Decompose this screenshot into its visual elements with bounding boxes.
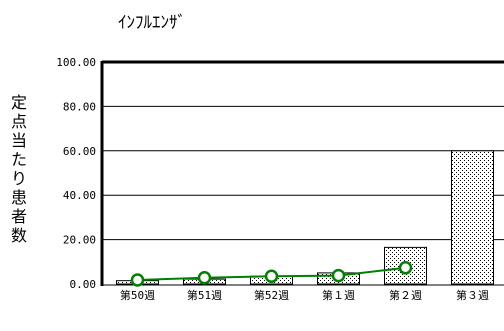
line-point — [130, 273, 145, 287]
y-tick-label: 40.00 — [63, 189, 96, 202]
y-axis-label-char: 患 — [11, 188, 27, 207]
chart-title: ｲﾝﾌﾙｴﾝｻﾞ — [118, 13, 186, 33]
x-tick-label: 第３週 — [456, 288, 489, 302]
y-axis-label-char: 点 — [11, 112, 27, 131]
y-axis-label-char: 定 — [11, 93, 27, 112]
y-axis-label-char: り — [11, 169, 27, 188]
y-axis-label-char: 数 — [11, 226, 27, 245]
grid-lines — [102, 105, 504, 286]
y-axis-label-char: た — [11, 150, 27, 169]
line-point — [197, 271, 212, 285]
y-tick-labels: 100.00 80.00 60.00 40.00 20.00 0.00 — [56, 56, 96, 291]
y-tick-label: 80.00 — [63, 100, 96, 113]
line-point — [264, 269, 279, 283]
x-tick-label: 第２週 — [389, 288, 422, 302]
bar — [451, 150, 494, 285]
y-tick-label: 0.00 — [70, 278, 97, 291]
bars — [116, 150, 494, 285]
x-tick-label: 第51週 — [187, 288, 222, 302]
y-tick-label: 20.00 — [63, 234, 96, 247]
y-tick-label: 100.00 — [56, 56, 96, 69]
x-tick-label: 第52週 — [254, 288, 289, 302]
line-point — [398, 261, 413, 275]
y-tick-label: 60.00 — [63, 145, 96, 158]
x-tick-label: 第１週 — [322, 288, 355, 302]
y-axis-label-char: 当 — [11, 131, 27, 150]
line-series — [130, 261, 413, 287]
y-axis-label-char: 者 — [11, 207, 27, 226]
x-tick-label: 第50週 — [120, 288, 155, 302]
x-tick-labels: 第50週 第51週 第52週 第１週 第２週 第３週 — [120, 288, 489, 302]
line-point — [331, 268, 346, 283]
